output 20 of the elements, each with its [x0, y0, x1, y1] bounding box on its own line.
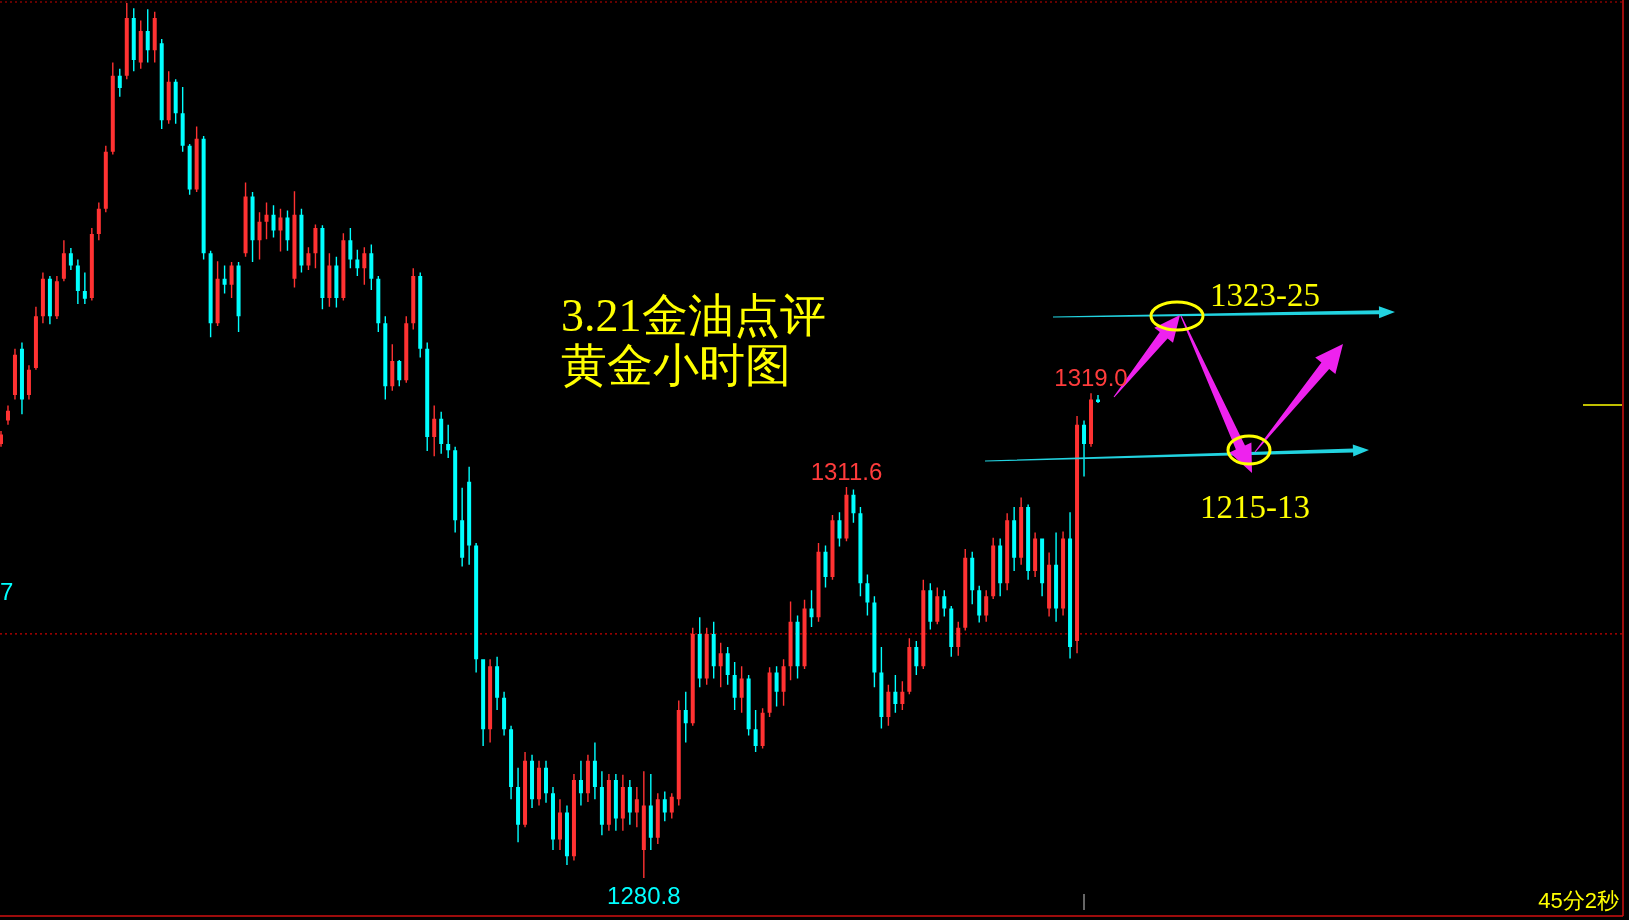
candlestick: [82, 272, 87, 304]
text: 45分2秒: [1538, 888, 1619, 913]
candlestick: [1096, 395, 1100, 403]
candlestick: [648, 773, 653, 850]
annotation: 1311.6: [810, 457, 883, 485]
candlestick: [460, 487, 465, 567]
annotation: 1280.8: [607, 882, 681, 909]
candlestick: [0, 430, 3, 447]
candlestick: [641, 771, 646, 878]
candlestick: [446, 424, 451, 458]
text: 1323-25: [1210, 277, 1320, 313]
text: 黄金小时图: [561, 340, 791, 391]
candlestick: [578, 760, 583, 806]
candlestick: [634, 787, 639, 828]
text: 1215-13: [1200, 489, 1310, 525]
text: 3.21金油点评: [561, 290, 826, 341]
annotation: 7: [0, 578, 14, 605]
candlestick: [592, 742, 597, 800]
candlestick: [1082, 420, 1087, 477]
annotation: 1319.0: [1054, 364, 1128, 392]
